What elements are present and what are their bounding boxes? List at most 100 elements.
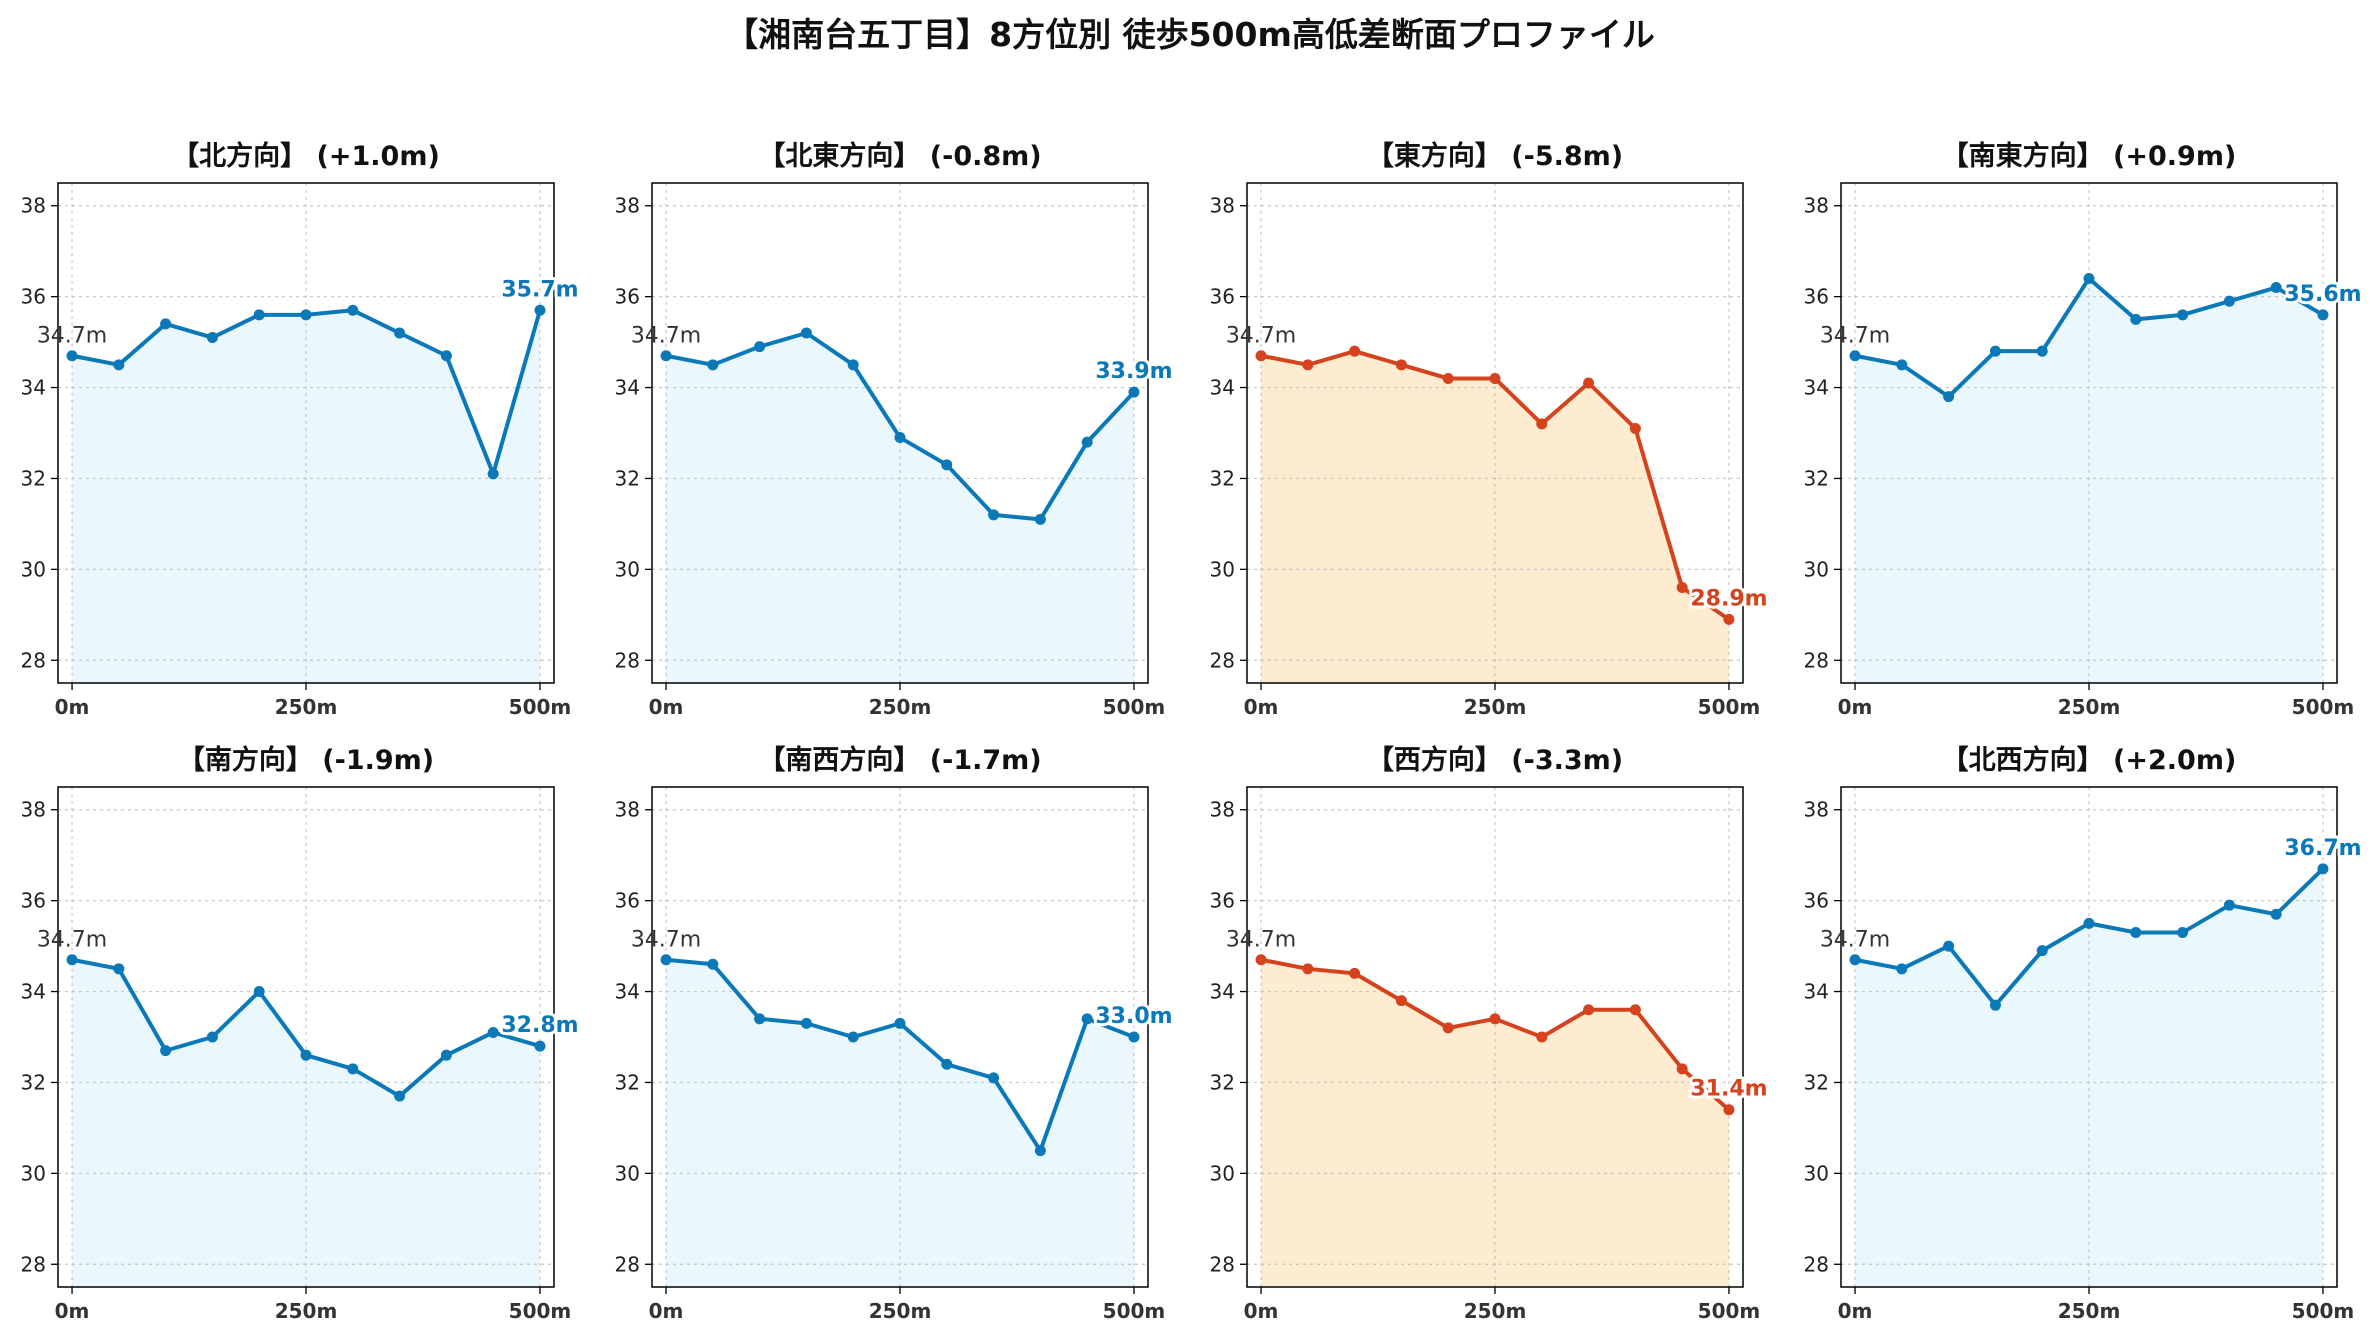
end-elevation-label: 36.7m xyxy=(2284,836,2361,861)
data-point xyxy=(1896,963,1908,975)
end-elevation-label: 35.7m xyxy=(501,277,578,302)
subplot-6: 28 30 32 34 36 38 0m 250m 500m 【西方向】 (-3.3m) 34.7m… xyxy=(1210,744,1771,1323)
data-point xyxy=(941,1058,953,1070)
y-tick-label: 34 xyxy=(615,376,640,400)
subplot-title: 【北東方向】 (-0.8m) xyxy=(758,140,1041,172)
subplot-title: 【北方向】 (+1.0m) xyxy=(172,140,440,172)
y-tick-label: 34 xyxy=(21,980,46,1004)
data-point xyxy=(1989,345,2001,357)
data-point xyxy=(1989,999,2001,1011)
data-point xyxy=(2130,926,2142,938)
data-point xyxy=(2177,309,2189,321)
y-tick-label: 38 xyxy=(615,798,640,822)
data-point xyxy=(1489,372,1501,384)
data-point xyxy=(113,963,125,975)
end-elevation-label: 28.9m xyxy=(1690,586,1767,611)
elevation-area xyxy=(1261,351,1729,683)
subplot-title: 【西方向】 (-3.3m) xyxy=(1367,744,1623,776)
x-tick-label: 250m xyxy=(2058,695,2121,719)
data-point xyxy=(894,1017,906,1029)
x-tick-label: 500m xyxy=(1698,1299,1761,1323)
y-tick-label: 34 xyxy=(1210,980,1235,1004)
y-tick-label: 30 xyxy=(1210,557,1235,581)
end-elevation-label: 33.0m xyxy=(1095,1004,1172,1029)
data-point xyxy=(2036,345,2048,357)
data-point xyxy=(1536,1031,1548,1043)
data-point xyxy=(2223,295,2235,307)
y-tick-label: 32 xyxy=(21,1070,46,1094)
y-tick-label: 36 xyxy=(1210,889,1235,913)
y-tick-label: 36 xyxy=(21,889,46,913)
y-tick-label: 28 xyxy=(615,648,640,672)
data-point xyxy=(707,359,719,371)
y-tick-label: 32 xyxy=(615,1070,640,1094)
data-point xyxy=(1081,1013,1093,1025)
subplot-title: 【南東方向】 (+0.9m) xyxy=(1942,140,2237,172)
data-point xyxy=(394,327,406,339)
x-tick-label: 0m xyxy=(55,1299,90,1323)
x-tick-label: 0m xyxy=(649,695,684,719)
y-tick-label: 28 xyxy=(1210,648,1235,672)
data-point xyxy=(1896,359,1908,371)
y-tick-label: 36 xyxy=(615,285,640,309)
data-point xyxy=(66,954,78,966)
data-point xyxy=(1034,513,1046,525)
y-tick-label: 38 xyxy=(1804,798,1829,822)
x-tick-label: 500m xyxy=(1698,695,1761,719)
data-point xyxy=(1349,345,1361,357)
data-point xyxy=(800,1017,812,1029)
data-point xyxy=(1255,350,1267,362)
y-tick-label: 36 xyxy=(1210,285,1235,309)
data-point xyxy=(1629,422,1641,434)
start-elevation-label: 34.7m xyxy=(1820,324,1890,349)
x-tick-label: 500m xyxy=(509,695,572,719)
data-point xyxy=(2130,313,2142,325)
data-point xyxy=(394,1090,406,1102)
y-tick-label: 32 xyxy=(1804,466,1829,490)
data-point xyxy=(707,958,719,970)
data-point xyxy=(988,509,1000,521)
x-tick-label: 250m xyxy=(275,695,338,719)
data-point xyxy=(160,1045,172,1057)
y-tick-label: 34 xyxy=(1210,376,1235,400)
x-tick-label: 500m xyxy=(1103,695,1166,719)
y-tick-label: 28 xyxy=(1804,1252,1829,1276)
y-tick-label: 36 xyxy=(1804,285,1829,309)
y-tick-label: 30 xyxy=(1804,1161,1829,1185)
data-point xyxy=(2036,945,2048,957)
y-tick-label: 38 xyxy=(1210,194,1235,218)
y-tick-label: 30 xyxy=(21,557,46,581)
y-tick-label: 32 xyxy=(21,466,46,490)
y-tick-label: 28 xyxy=(1210,1252,1235,1276)
x-tick-label: 0m xyxy=(55,695,90,719)
y-tick-label: 32 xyxy=(1210,466,1235,490)
y-tick-label: 30 xyxy=(1210,1161,1235,1185)
data-point xyxy=(440,1049,452,1061)
data-point xyxy=(300,1049,312,1061)
data-point xyxy=(1128,386,1140,398)
elevation-area xyxy=(1855,868,2323,1287)
end-elevation-label: 33.9m xyxy=(1095,359,1172,384)
figure-title: 【湘南台五丁目】8方位別 徒歩500m高低差断面プロファイル xyxy=(725,15,1655,54)
y-tick-label: 38 xyxy=(21,194,46,218)
data-point xyxy=(660,350,672,362)
data-point xyxy=(1849,954,1861,966)
y-tick-label: 30 xyxy=(615,1161,640,1185)
y-tick-label: 32 xyxy=(1210,1070,1235,1094)
y-tick-label: 28 xyxy=(21,648,46,672)
y-tick-label: 38 xyxy=(21,798,46,822)
data-point xyxy=(206,332,218,344)
x-tick-label: 500m xyxy=(509,1299,572,1323)
data-point xyxy=(1302,359,1314,371)
x-tick-label: 500m xyxy=(1103,1299,1166,1323)
data-point xyxy=(2083,917,2095,929)
x-tick-label: 500m xyxy=(2292,695,2355,719)
data-point xyxy=(754,1013,766,1025)
y-tick-label: 30 xyxy=(1804,557,1829,581)
y-tick-label: 36 xyxy=(615,889,640,913)
start-elevation-label: 34.7m xyxy=(1820,928,1890,953)
data-point xyxy=(2223,899,2235,911)
x-tick-label: 500m xyxy=(2292,1299,2355,1323)
subplot-title: 【北西方向】 (+2.0m) xyxy=(1942,744,2237,776)
